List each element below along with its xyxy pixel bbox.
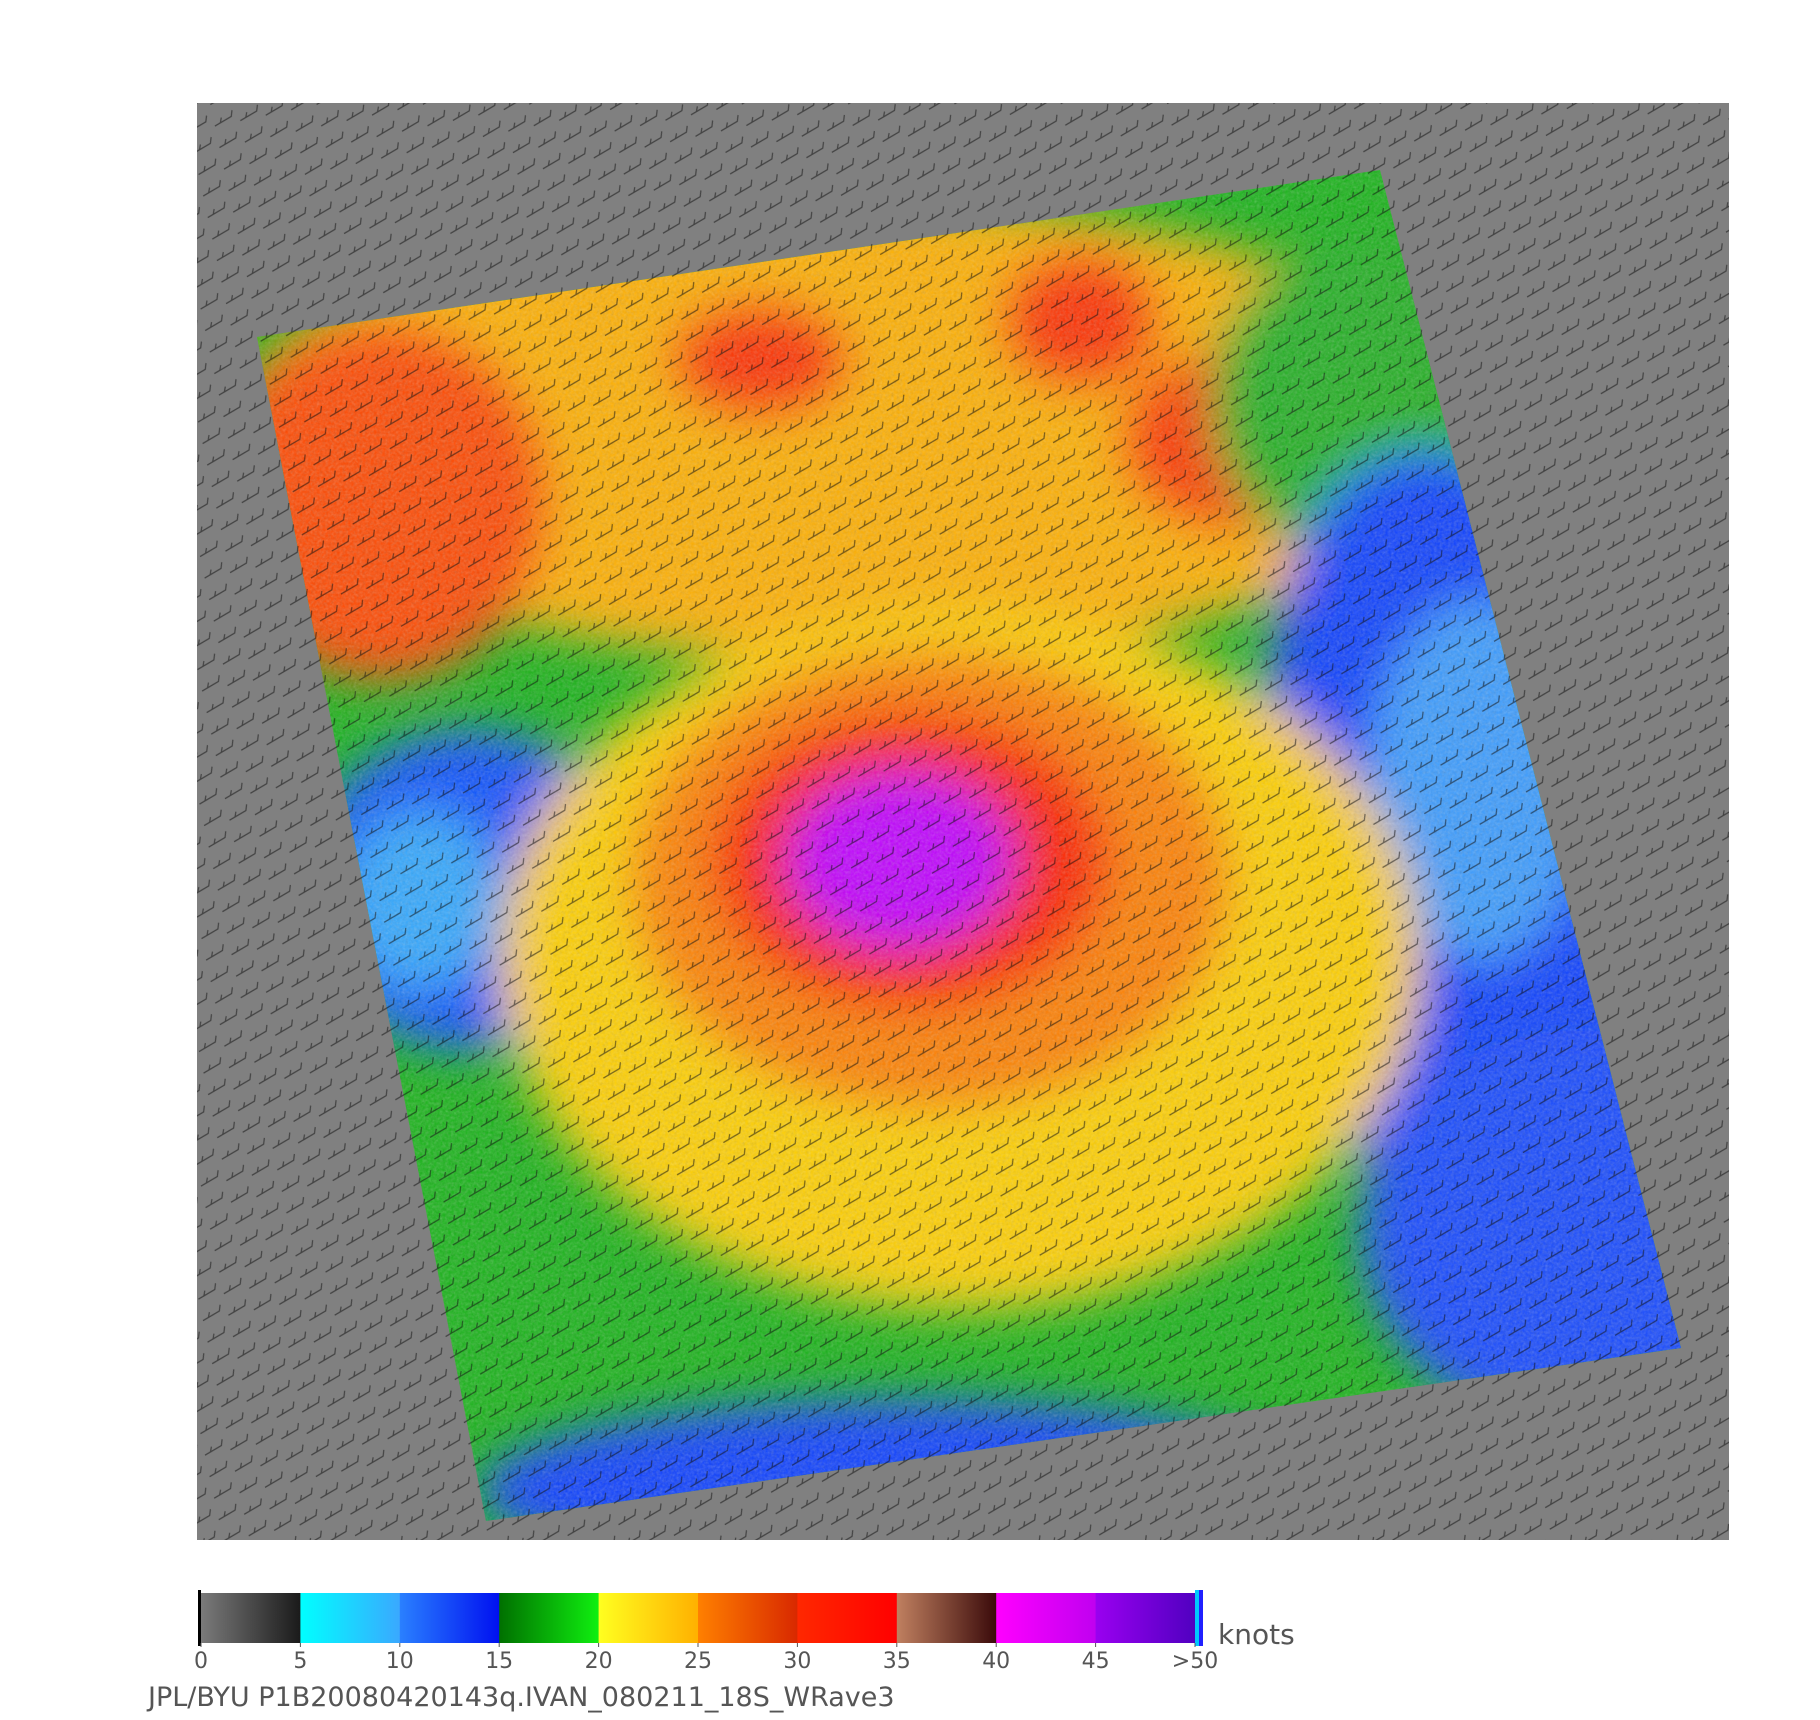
- colorbar-band: [896, 1593, 997, 1643]
- tick-label: >50: [1172, 1649, 1218, 1674]
- tick-label: 25: [684, 1649, 712, 1674]
- colorbar-band: [797, 1593, 898, 1643]
- colorbar-band: [399, 1593, 500, 1643]
- colorbar-end: [1195, 1590, 1199, 1646]
- colorbar-unit: knots: [1218, 1618, 1295, 1651]
- tick-label: 10: [386, 1649, 414, 1674]
- wind-barbs: [197, 103, 1729, 1540]
- tick-label: 20: [585, 1649, 613, 1674]
- tick-label: 15: [485, 1649, 513, 1674]
- tick-label: 40: [982, 1649, 1010, 1674]
- colorbar-band: [1095, 1593, 1196, 1643]
- colorbar-band: [598, 1593, 699, 1643]
- colorbar-start: [198, 1590, 201, 1646]
- tick-label: 0: [194, 1649, 208, 1674]
- colorbar-band: [499, 1593, 600, 1643]
- tick-label: 5: [293, 1649, 307, 1674]
- tick-label: 30: [783, 1649, 811, 1674]
- colorbar: 0 5 10 15 20 25 30 35 40 45 >50: [194, 1590, 1218, 1674]
- colorbar-band: [698, 1593, 798, 1643]
- caption: JPL/BYU P1B20080420143q.IVAN_080211_18S_…: [146, 1682, 895, 1713]
- colorbar-end: [1199, 1590, 1203, 1646]
- colorbar-band: [300, 1593, 401, 1643]
- colorbar-band: [996, 1593, 1097, 1643]
- colorbar-band: [201, 1593, 301, 1643]
- tick-label: 45: [1082, 1649, 1110, 1674]
- tick-label: 35: [883, 1649, 911, 1674]
